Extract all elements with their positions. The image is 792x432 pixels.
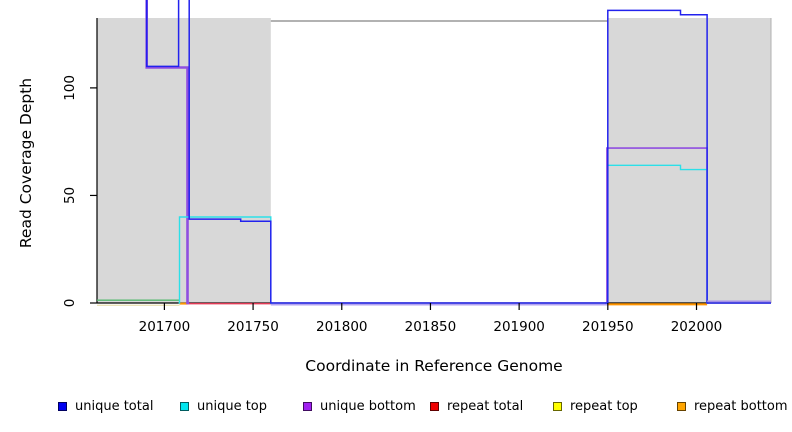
legend-item-unique-bottom: unique bottom — [303, 398, 416, 414]
y-tick-label: 100 — [62, 75, 78, 101]
legend-item-repeat-top: repeat top — [553, 398, 638, 414]
y-tick-label: 50 — [62, 187, 78, 204]
legend-item-unique-top: unique top — [180, 398, 268, 414]
legend-swatch-repeat-top — [553, 401, 562, 411]
y-axis-title: Read Coverage Depth — [17, 78, 35, 248]
legend-swatch-unique-bottom — [303, 401, 312, 411]
y-tick-label: 0 — [62, 299, 78, 308]
legend-label: repeat top — [570, 398, 638, 414]
x-tick-label: 201850 — [405, 319, 457, 335]
x-axis-title: Coordinate in Reference Genome — [305, 357, 562, 375]
right-shaded-region — [607, 18, 771, 303]
legend-item-unique-total: unique total — [58, 398, 154, 414]
legend-label: unique bottom — [320, 398, 416, 414]
left-shaded-region — [97, 18, 271, 303]
x-tick-label: 201800 — [316, 319, 368, 335]
x-tick-label: 201900 — [493, 319, 545, 335]
x-tick-label: 201700 — [139, 319, 191, 335]
legend-swatch-unique-total — [58, 401, 67, 411]
legend-swatch-repeat-bottom — [677, 401, 686, 411]
legend-label: unique top — [197, 398, 268, 414]
legend-item-repeat-bottom: repeat bottom — [677, 398, 788, 414]
plot-area: 201700 201750 201800 201850 201900 201950 2020… — [17, 0, 772, 375]
legend-swatch-repeat-total — [430, 401, 439, 411]
x-tick-label: 202000 — [671, 319, 723, 335]
legend-label: repeat total — [447, 398, 524, 414]
series-unique-total — [145, 0, 771, 304]
legend-label: unique total — [75, 398, 154, 414]
x-tick-label: 201750 — [227, 319, 279, 335]
legend-swatch-unique-top — [180, 401, 189, 411]
x-tick-label: 201950 — [582, 319, 634, 335]
shaded-regions-layer — [97, 18, 771, 303]
legend-label: repeat bottom — [694, 398, 788, 414]
axis-ticks-layer: 201700 201750 201800 201850 201900 201950 2020… — [62, 75, 723, 335]
series-lines-layer — [97, 0, 771, 306]
legend-item-repeat-total: repeat total — [430, 398, 524, 414]
